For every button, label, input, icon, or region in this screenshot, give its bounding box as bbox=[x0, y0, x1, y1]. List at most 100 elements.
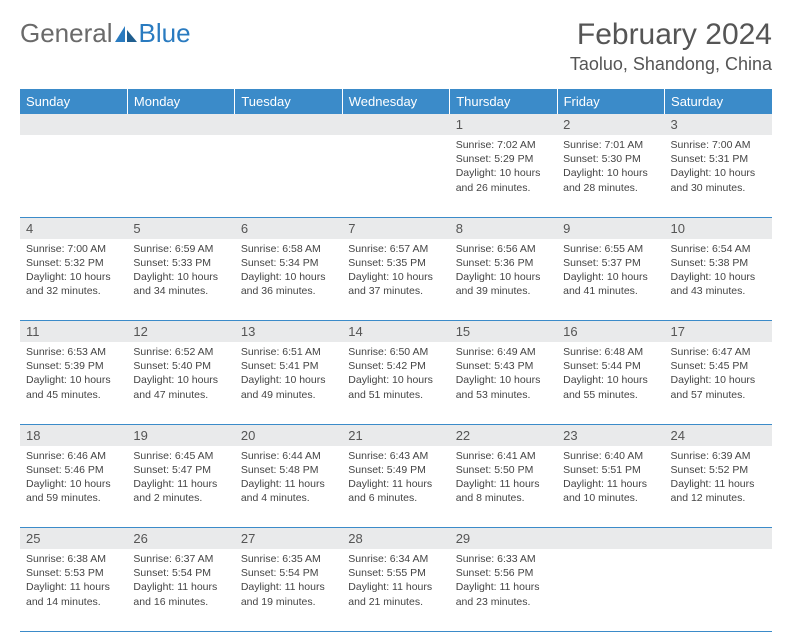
day-number-cell: 15 bbox=[450, 321, 557, 343]
day-number-cell: 2 bbox=[557, 114, 664, 135]
day-number-cell: 14 bbox=[342, 321, 449, 343]
day-body-cell bbox=[342, 135, 449, 217]
day-body-cell: Sunrise: 6:50 AMSunset: 5:42 PMDaylight:… bbox=[342, 342, 449, 424]
day-body-cell: Sunrise: 6:53 AMSunset: 5:39 PMDaylight:… bbox=[20, 342, 127, 424]
day-body-cell: Sunrise: 6:52 AMSunset: 5:40 PMDaylight:… bbox=[127, 342, 234, 424]
day-number-cell: 3 bbox=[665, 114, 772, 135]
day-number-cell: 23 bbox=[557, 424, 664, 446]
day-details: Sunrise: 6:34 AMSunset: 5:55 PMDaylight:… bbox=[342, 549, 449, 613]
location: Taoluo, Shandong, China bbox=[570, 54, 772, 75]
day-body-cell: Sunrise: 6:39 AMSunset: 5:52 PMDaylight:… bbox=[665, 446, 772, 528]
day-number-cell bbox=[127, 114, 234, 135]
day-body-cell: Sunrise: 6:59 AMSunset: 5:33 PMDaylight:… bbox=[127, 239, 234, 321]
day-details: Sunrise: 6:59 AMSunset: 5:33 PMDaylight:… bbox=[127, 239, 234, 303]
day-number-row: 123 bbox=[20, 114, 772, 135]
day-number-cell: 7 bbox=[342, 217, 449, 239]
logo-text-blue: Blue bbox=[139, 18, 191, 49]
day-number-cell: 8 bbox=[450, 217, 557, 239]
header: General Blue February 2024 Taoluo, Shand… bbox=[20, 18, 772, 75]
day-number-cell bbox=[20, 114, 127, 135]
day-number-row: 11121314151617 bbox=[20, 321, 772, 343]
day-number-cell bbox=[342, 114, 449, 135]
day-number-cell: 16 bbox=[557, 321, 664, 343]
day-body-cell bbox=[235, 135, 342, 217]
day-body-cell bbox=[665, 549, 772, 631]
weekday-header: Friday bbox=[557, 89, 664, 114]
day-details: Sunrise: 6:55 AMSunset: 5:37 PMDaylight:… bbox=[557, 239, 664, 303]
logo: General Blue bbox=[20, 18, 191, 49]
day-details: Sunrise: 6:48 AMSunset: 5:44 PMDaylight:… bbox=[557, 342, 664, 406]
day-body-cell bbox=[127, 135, 234, 217]
day-details: Sunrise: 6:40 AMSunset: 5:51 PMDaylight:… bbox=[557, 446, 664, 510]
day-body-cell: Sunrise: 6:33 AMSunset: 5:56 PMDaylight:… bbox=[450, 549, 557, 631]
day-details: Sunrise: 7:02 AMSunset: 5:29 PMDaylight:… bbox=[450, 135, 557, 199]
day-body-row: Sunrise: 7:00 AMSunset: 5:32 PMDaylight:… bbox=[20, 239, 772, 321]
weekday-header-row: Sunday Monday Tuesday Wednesday Thursday… bbox=[20, 89, 772, 114]
day-details: Sunrise: 6:51 AMSunset: 5:41 PMDaylight:… bbox=[235, 342, 342, 406]
day-number-cell: 5 bbox=[127, 217, 234, 239]
day-details: Sunrise: 6:45 AMSunset: 5:47 PMDaylight:… bbox=[127, 446, 234, 510]
day-details: Sunrise: 6:46 AMSunset: 5:46 PMDaylight:… bbox=[20, 446, 127, 510]
day-number-row: 18192021222324 bbox=[20, 424, 772, 446]
day-number-cell: 1 bbox=[450, 114, 557, 135]
day-details: Sunrise: 6:56 AMSunset: 5:36 PMDaylight:… bbox=[450, 239, 557, 303]
day-body-cell: Sunrise: 6:37 AMSunset: 5:54 PMDaylight:… bbox=[127, 549, 234, 631]
day-number-cell: 13 bbox=[235, 321, 342, 343]
day-number-row: 2526272829 bbox=[20, 528, 772, 550]
logo-text-general: General bbox=[20, 18, 113, 49]
day-number-cell: 29 bbox=[450, 528, 557, 550]
day-body-cell: Sunrise: 6:34 AMSunset: 5:55 PMDaylight:… bbox=[342, 549, 449, 631]
day-details: Sunrise: 6:44 AMSunset: 5:48 PMDaylight:… bbox=[235, 446, 342, 510]
weekday-header: Sunday bbox=[20, 89, 127, 114]
day-body-row: Sunrise: 7:02 AMSunset: 5:29 PMDaylight:… bbox=[20, 135, 772, 217]
day-body-row: Sunrise: 6:53 AMSunset: 5:39 PMDaylight:… bbox=[20, 342, 772, 424]
day-details: Sunrise: 7:00 AMSunset: 5:32 PMDaylight:… bbox=[20, 239, 127, 303]
day-number-row: 45678910 bbox=[20, 217, 772, 239]
day-body-cell: Sunrise: 7:00 AMSunset: 5:32 PMDaylight:… bbox=[20, 239, 127, 321]
day-body-cell: Sunrise: 7:02 AMSunset: 5:29 PMDaylight:… bbox=[450, 135, 557, 217]
day-details: Sunrise: 7:00 AMSunset: 5:31 PMDaylight:… bbox=[665, 135, 772, 199]
day-number-cell: 12 bbox=[127, 321, 234, 343]
day-details: Sunrise: 6:37 AMSunset: 5:54 PMDaylight:… bbox=[127, 549, 234, 613]
weekday-header: Saturday bbox=[665, 89, 772, 114]
day-body-cell: Sunrise: 7:00 AMSunset: 5:31 PMDaylight:… bbox=[665, 135, 772, 217]
day-details: Sunrise: 6:39 AMSunset: 5:52 PMDaylight:… bbox=[665, 446, 772, 510]
calendar-table: Sunday Monday Tuesday Wednesday Thursday… bbox=[20, 89, 772, 632]
day-number-cell: 11 bbox=[20, 321, 127, 343]
day-details: Sunrise: 6:33 AMSunset: 5:56 PMDaylight:… bbox=[450, 549, 557, 613]
day-number-cell: 6 bbox=[235, 217, 342, 239]
day-body-cell: Sunrise: 6:38 AMSunset: 5:53 PMDaylight:… bbox=[20, 549, 127, 631]
day-details: Sunrise: 7:01 AMSunset: 5:30 PMDaylight:… bbox=[557, 135, 664, 199]
day-body-cell: Sunrise: 6:45 AMSunset: 5:47 PMDaylight:… bbox=[127, 446, 234, 528]
day-details: Sunrise: 6:50 AMSunset: 5:42 PMDaylight:… bbox=[342, 342, 449, 406]
day-body-cell bbox=[20, 135, 127, 217]
day-details: Sunrise: 6:58 AMSunset: 5:34 PMDaylight:… bbox=[235, 239, 342, 303]
day-body-cell: Sunrise: 6:49 AMSunset: 5:43 PMDaylight:… bbox=[450, 342, 557, 424]
day-number-cell: 19 bbox=[127, 424, 234, 446]
weekday-header: Monday bbox=[127, 89, 234, 114]
day-body-row: Sunrise: 6:46 AMSunset: 5:46 PMDaylight:… bbox=[20, 446, 772, 528]
day-body-cell: Sunrise: 6:51 AMSunset: 5:41 PMDaylight:… bbox=[235, 342, 342, 424]
day-details: Sunrise: 6:57 AMSunset: 5:35 PMDaylight:… bbox=[342, 239, 449, 303]
day-body-cell: Sunrise: 6:58 AMSunset: 5:34 PMDaylight:… bbox=[235, 239, 342, 321]
day-body-cell: Sunrise: 6:46 AMSunset: 5:46 PMDaylight:… bbox=[20, 446, 127, 528]
day-number-cell: 25 bbox=[20, 528, 127, 550]
day-body-cell: Sunrise: 6:44 AMSunset: 5:48 PMDaylight:… bbox=[235, 446, 342, 528]
day-body-row: Sunrise: 6:38 AMSunset: 5:53 PMDaylight:… bbox=[20, 549, 772, 631]
title-block: February 2024 Taoluo, Shandong, China bbox=[570, 18, 772, 75]
day-number-cell bbox=[235, 114, 342, 135]
day-number-cell: 10 bbox=[665, 217, 772, 239]
day-number-cell: 21 bbox=[342, 424, 449, 446]
day-number-cell: 22 bbox=[450, 424, 557, 446]
day-details: Sunrise: 6:49 AMSunset: 5:43 PMDaylight:… bbox=[450, 342, 557, 406]
day-number-cell: 20 bbox=[235, 424, 342, 446]
day-body-cell: Sunrise: 7:01 AMSunset: 5:30 PMDaylight:… bbox=[557, 135, 664, 217]
day-details: Sunrise: 6:38 AMSunset: 5:53 PMDaylight:… bbox=[20, 549, 127, 613]
day-body-cell: Sunrise: 6:47 AMSunset: 5:45 PMDaylight:… bbox=[665, 342, 772, 424]
day-number-cell: 24 bbox=[665, 424, 772, 446]
day-body-cell: Sunrise: 6:55 AMSunset: 5:37 PMDaylight:… bbox=[557, 239, 664, 321]
day-number-cell: 9 bbox=[557, 217, 664, 239]
day-body-cell: Sunrise: 6:35 AMSunset: 5:54 PMDaylight:… bbox=[235, 549, 342, 631]
logo-sail-icon bbox=[115, 26, 137, 42]
day-details: Sunrise: 6:47 AMSunset: 5:45 PMDaylight:… bbox=[665, 342, 772, 406]
